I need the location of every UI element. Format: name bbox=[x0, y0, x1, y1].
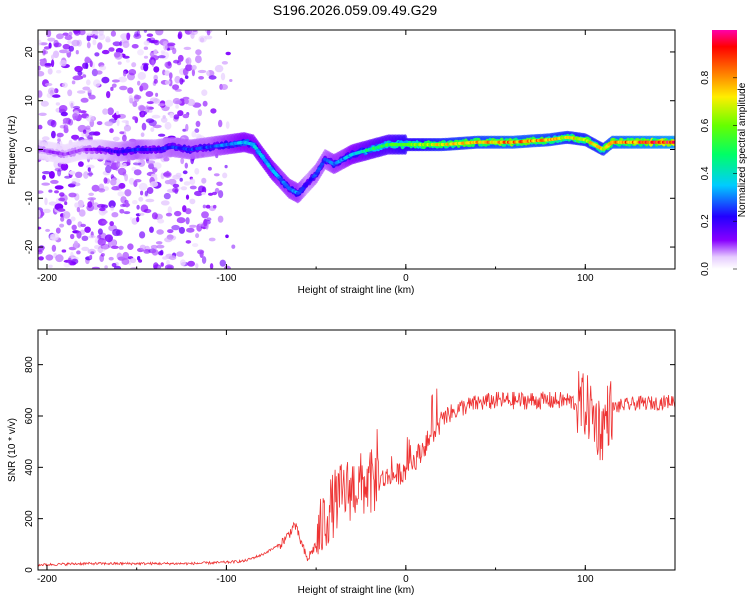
spectrogram-ridge bbox=[38, 130, 675, 204]
colorbar-axis: 0.0 0.2 0.4 0.6 0.8 bbox=[700, 70, 737, 276]
colorbar-tick-label: 0.8 bbox=[700, 70, 711, 84]
spectrogram-image bbox=[38, 30, 675, 269]
spectrogram-xlabel: Height of straight line (km) bbox=[298, 285, 415, 296]
colorbar-tick-label: 0.0 bbox=[700, 262, 711, 276]
snr-xlabel: Height of straight line (km) bbox=[298, 585, 415, 596]
colorbar-tick-label: 0.6 bbox=[700, 118, 711, 132]
snr-series-line bbox=[38, 371, 675, 567]
snr-axes: -200 -100 0 100 0 200 400 600 800 bbox=[24, 330, 676, 585]
snr-ytick-label: 200 bbox=[24, 510, 35, 527]
spectrogram-xtick-label: 0 bbox=[403, 273, 409, 284]
spectrogram-noise bbox=[38, 30, 236, 269]
colorbar-gradient bbox=[712, 30, 737, 269]
snr-xtick-label: -100 bbox=[216, 574, 236, 585]
snr-xtick-label: 100 bbox=[577, 574, 594, 585]
snr-ytick-label: 400 bbox=[24, 459, 35, 476]
spectrogram-ytick-label: -20 bbox=[24, 239, 35, 254]
colorbar: 0.0 0.2 0.4 0.6 0.8 Normalized spectral ampl… bbox=[700, 30, 748, 276]
colorbar-tick-label: 0.2 bbox=[700, 214, 711, 228]
spectrogram-ytick-label: 0 bbox=[24, 146, 35, 152]
snr-ylabel: SNR (10 * v/v) bbox=[7, 418, 18, 482]
spectrogram-ytick-label: -10 bbox=[24, 191, 35, 206]
chart-title: S196.2026.059.09.49.G29 bbox=[273, 2, 437, 18]
snr-xtick-label: 0 bbox=[403, 574, 409, 585]
snr-plot-area bbox=[38, 371, 675, 567]
snr-panel: -200 -100 0 100 0 200 400 600 800 Height of stra… bbox=[7, 329, 676, 596]
spectrogram-xtick-label: 100 bbox=[577, 273, 594, 284]
snr-ytick-label: 600 bbox=[24, 407, 35, 424]
spectrogram-ylabel: Frequency (Hz) bbox=[7, 116, 18, 185]
snr-frame bbox=[37, 329, 676, 571]
spectrogram-xtick-label: -100 bbox=[216, 273, 236, 284]
spectrogram-ytick-label: 20 bbox=[24, 46, 35, 58]
colorbar-label: Normalized spectral amplitude bbox=[737, 82, 748, 217]
spectrogram-ytick-label: 10 bbox=[24, 95, 35, 107]
snr-ytick-label: 0 bbox=[24, 567, 35, 573]
snr-xtick-label: -200 bbox=[37, 574, 57, 585]
spectrogram-xtick-label: -200 bbox=[37, 273, 57, 284]
snr-ytick-label: 800 bbox=[24, 356, 35, 373]
colorbar-tick-label: 0.4 bbox=[700, 166, 711, 180]
